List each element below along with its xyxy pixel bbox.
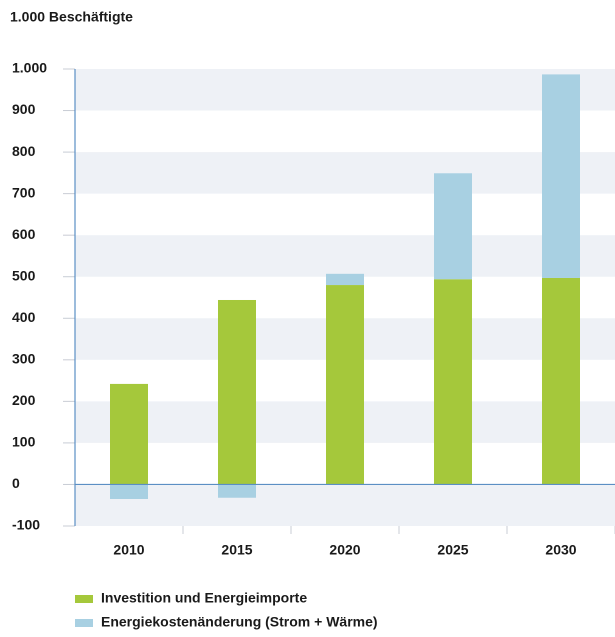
x-tick-label: 2015 [221, 542, 252, 558]
legend-label: Investition und Energieimporte [101, 590, 307, 606]
bar [110, 484, 148, 499]
x-tick-label: 2010 [113, 542, 144, 558]
x-tick-label: 2030 [545, 542, 576, 558]
y-tick-label: -100 [12, 517, 40, 533]
y-tick-label: 600 [12, 226, 36, 242]
grid-band [75, 152, 615, 194]
bar [326, 273, 364, 286]
y-tick-label: 700 [12, 184, 36, 200]
x-tick-label: 2020 [329, 542, 360, 558]
legend-label: Energiekostenänderung (Strom + Wärme) [101, 614, 378, 630]
bar [542, 74, 580, 278]
bar [218, 484, 256, 498]
bar [218, 299, 256, 485]
chart-title: 1.000 Beschäftigte [10, 9, 133, 25]
bar [434, 279, 472, 485]
y-tick-label: 1.000 [12, 60, 47, 76]
x-tick-label: 2025 [437, 542, 468, 558]
y-tick-label: 300 [12, 351, 36, 367]
bar [326, 285, 364, 485]
y-tick-label: 400 [12, 309, 36, 325]
y-tick-label: 800 [12, 143, 36, 159]
grid-band [75, 69, 615, 111]
bar [434, 173, 472, 280]
grid-band [75, 484, 615, 526]
y-tick-label: 200 [12, 392, 36, 408]
y-tick-label: 900 [12, 101, 36, 117]
bar [542, 277, 580, 485]
legend-swatch [75, 595, 93, 603]
y-tick-label: 0 [12, 475, 20, 491]
y-tick-label: 100 [12, 434, 36, 450]
legend-swatch [75, 619, 93, 627]
bar [110, 383, 148, 485]
grid-band [75, 235, 615, 277]
y-tick-label: 500 [12, 267, 36, 283]
